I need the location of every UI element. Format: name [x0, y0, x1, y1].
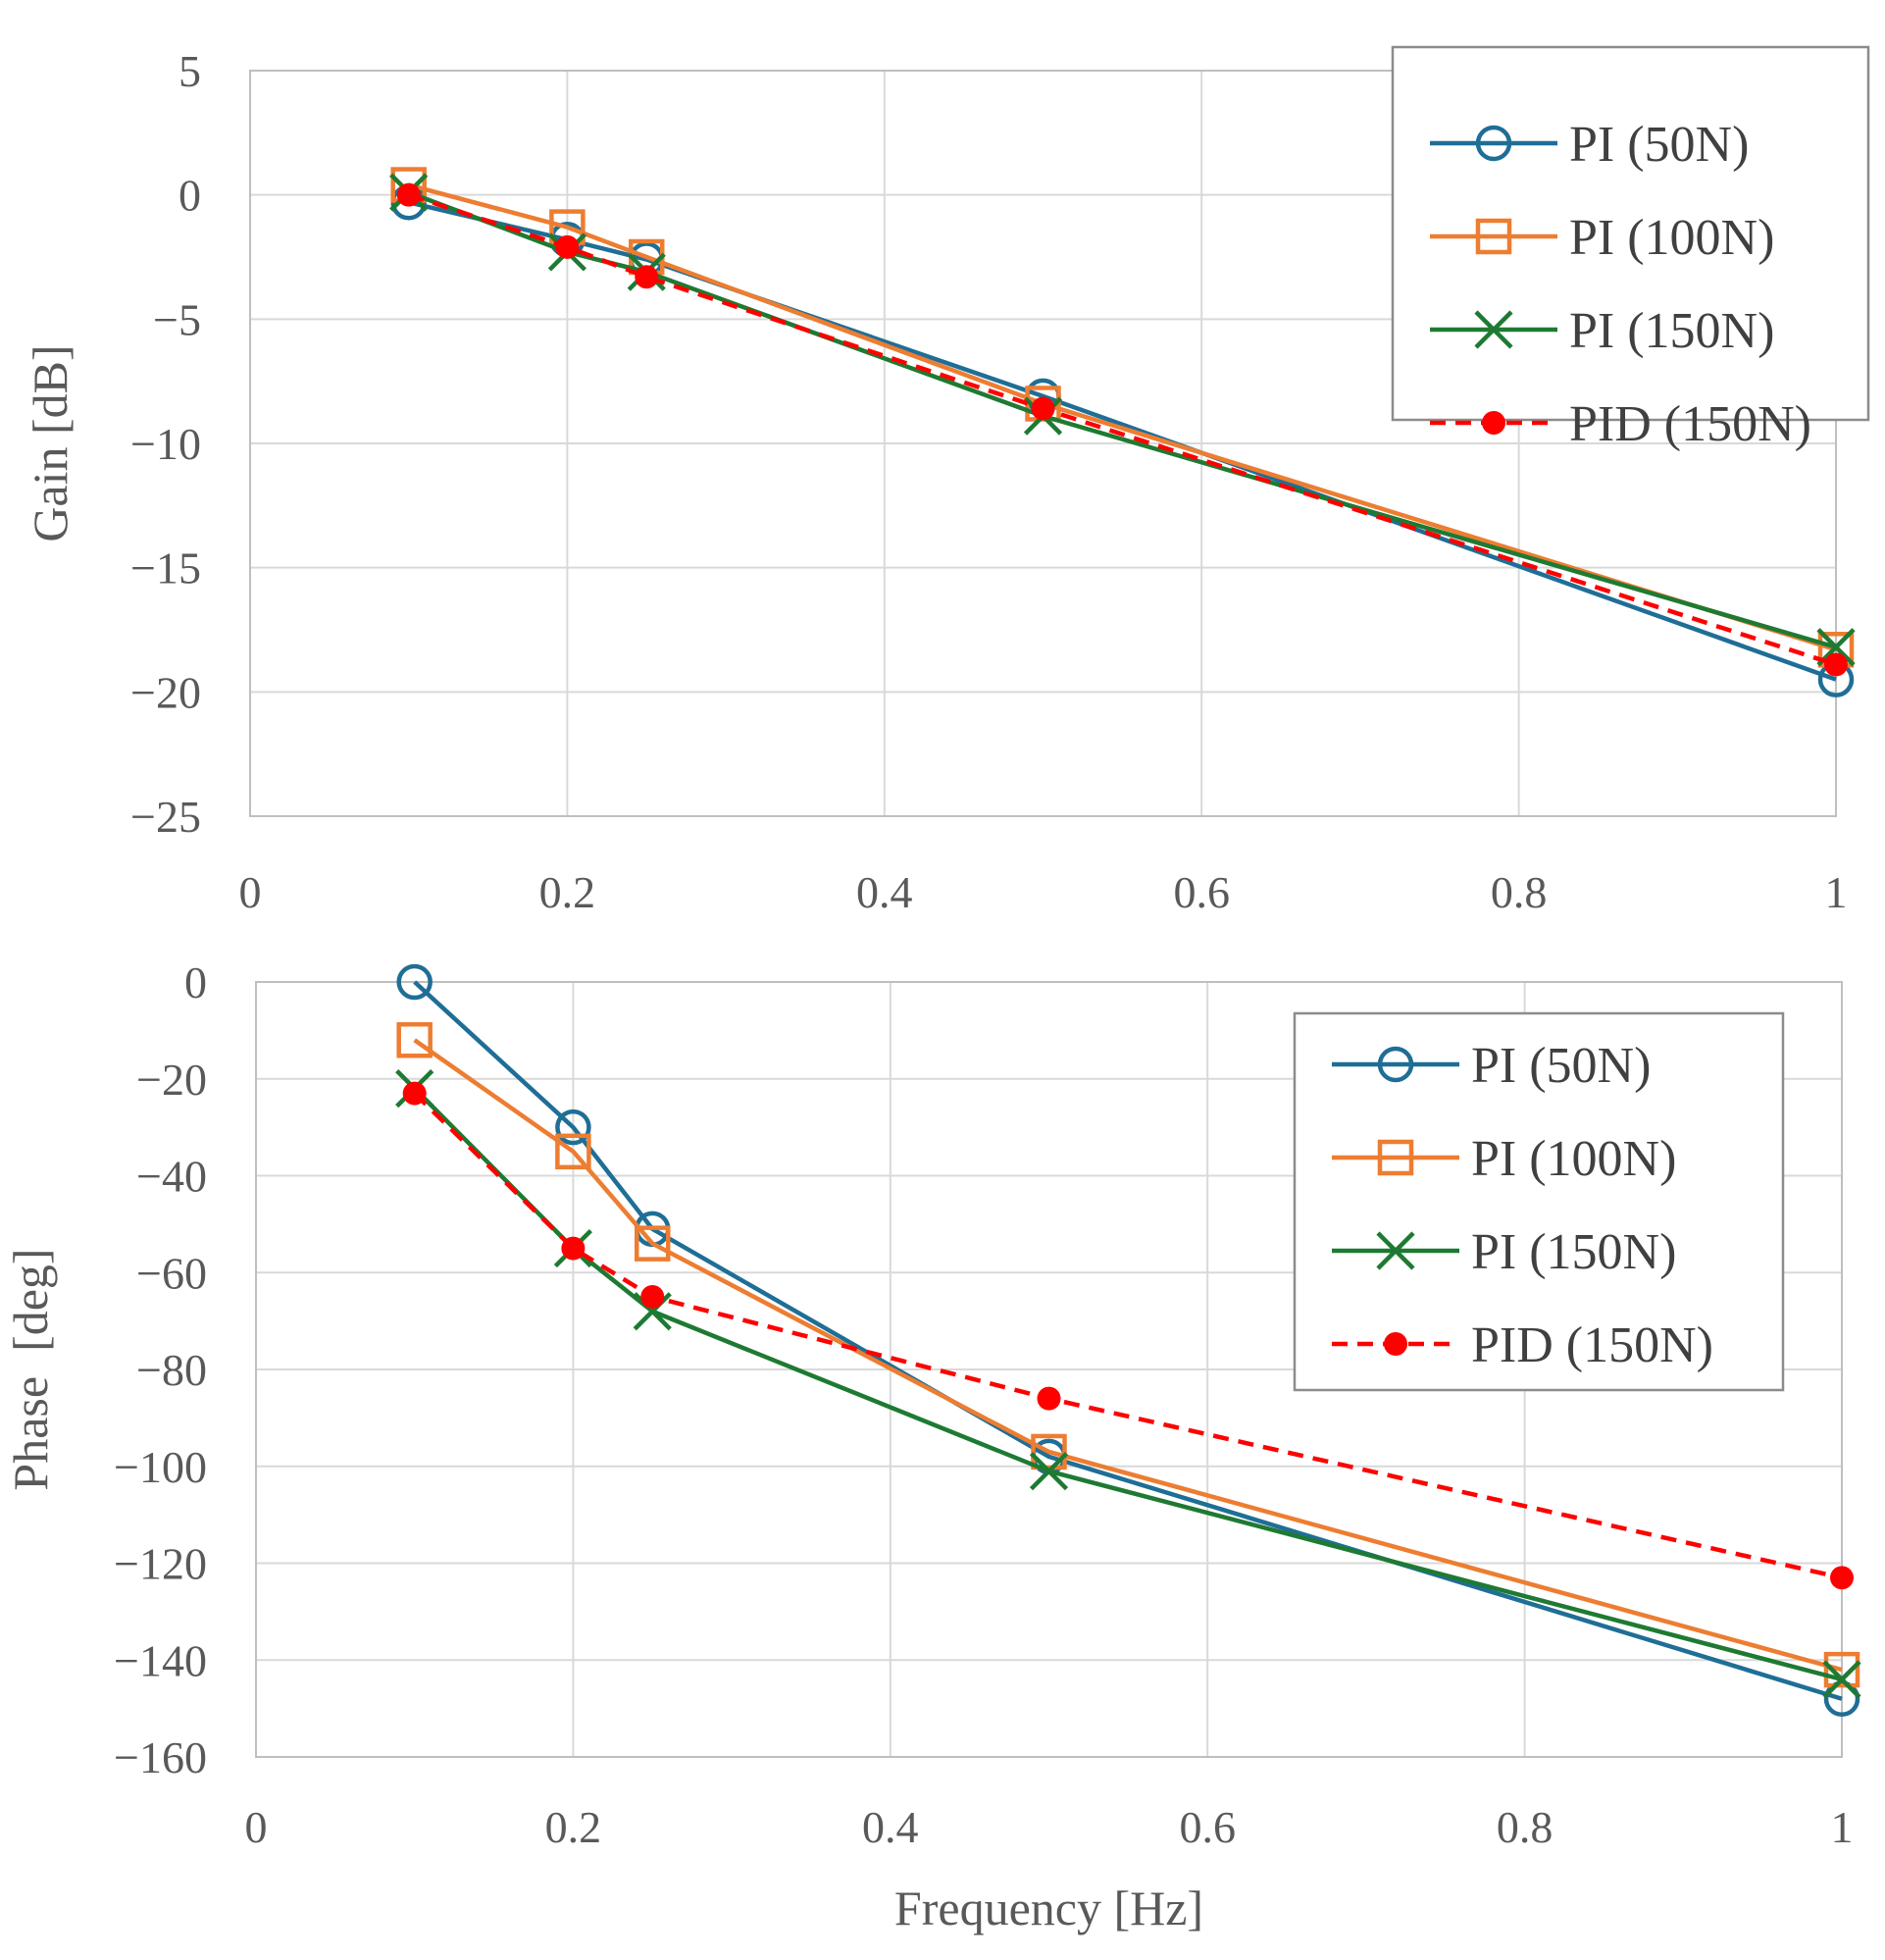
gain-series-pi-50n-line [408, 200, 1837, 682]
gain-series-pid-150n-marker [555, 234, 580, 259]
phase-series-pid-150n-marker [402, 1081, 427, 1106]
phase-xtick-label: 0.6 [1179, 1802, 1236, 1852]
gain-xtick-label: 0.6 [1173, 867, 1230, 917]
phase-legend-entry-pid-150n: PID (150N) [1332, 1317, 1713, 1373]
phase-series-pid-150n-marker [1037, 1386, 1061, 1411]
phase-ytick-label: −20 [136, 1055, 207, 1105]
gain-xtick-label: 1 [1825, 867, 1848, 917]
gain-series-pid-150n-marker [1824, 652, 1848, 677]
phase-series-pi-100n-marker [635, 1225, 671, 1262]
phase-series-pi-50n-marker [396, 963, 433, 1001]
phase-ytick-label: −80 [136, 1345, 207, 1395]
gain-ytick-label: −25 [130, 792, 201, 842]
phase-xtick-label: 1 [1831, 1802, 1854, 1852]
gain-legend-entry-pi-100n-marker [1475, 218, 1512, 255]
gain-xtick-label: 0.2 [539, 867, 596, 917]
phase-chart: 0 −20 −40 −60 −80 −100 −120 −140 −160 0 0.2 0.4 0.6 0… [3, 957, 1861, 1935]
phase-ytick-label: −60 [136, 1248, 207, 1298]
gain-xtick-label: 0 [239, 867, 262, 917]
phase-x-axis-title: Frequency [Hz] [894, 1881, 1203, 1935]
gain-series-pid-150n-line [407, 192, 1837, 667]
gain-ytick-label: −20 [130, 667, 201, 717]
phase-series-pid-150n-marker [640, 1284, 665, 1309]
phase-ytick-label: −140 [114, 1635, 207, 1685]
gain-legend-entry-pid-150n-marker [1482, 411, 1505, 435]
phase-legend-box [1293, 1011, 1785, 1392]
gain-series-pid-150n-marker [635, 265, 659, 289]
phase-legend-entry-pi-50n-marker [1377, 1046, 1414, 1083]
phase-series-pid-150n-marker [561, 1236, 586, 1261]
phase-legend-entry-pi-50n-label: PI (50N) [1471, 1038, 1651, 1094]
gain-legend-entry-pi-100n: PI (100N) [1430, 210, 1774, 266]
phase-series-pi-100n-marker [396, 1022, 433, 1058]
gain-legend-entry-pi-50n: PI (50N) [1430, 117, 1749, 173]
phase-legend-entry-pi-50n: PI (50N) [1332, 1038, 1651, 1094]
gain-ytick-label: 5 [178, 46, 201, 96]
gain-series-pid-150n-marker [396, 182, 421, 207]
gain-legend-entry-pi-50n-label: PI (50N) [1569, 117, 1749, 173]
phase-series-pid-150n [402, 1081, 1854, 1590]
phase-xtick-label: 0.8 [1497, 1802, 1554, 1852]
phase-legend-entry-pi-150n-marker [1376, 1231, 1415, 1270]
phase-series-pi-100n-marker [1031, 1433, 1067, 1470]
phase-xtick-label: 0.4 [862, 1802, 919, 1852]
gain-series-pid-150n [396, 182, 1848, 677]
phase-series-pi-100n [396, 1022, 1860, 1688]
phase-plot-frame [255, 981, 1843, 1758]
gain-plot-frame [249, 70, 1837, 817]
phase-legend-entry-pi-150n: PI (150N) [1332, 1224, 1676, 1280]
phase-legend-entry-pid-150n-marker [1384, 1332, 1407, 1356]
phase-series-pi-150n-marker [1029, 1452, 1069, 1491]
phase-ytick-label: −100 [114, 1442, 207, 1492]
phase-legend-entry-pi-150n-marker-stroke-b [1376, 1231, 1415, 1270]
gain-legend-entry-pid-150n: PID (150N) [1430, 396, 1811, 452]
gain-legend-box [1391, 45, 1870, 422]
phase-series-pi-50n-marker [1823, 1680, 1860, 1717]
gain-ytick-label: −10 [130, 419, 201, 469]
phase-legend-entry-pi-100n-label: PI (100N) [1471, 1131, 1676, 1187]
gain-ytick-label: 0 [178, 171, 201, 221]
gain-legend-entry-pi-150n: PI (150N) [1430, 303, 1774, 359]
phase-series-pi-100n-marker [555, 1133, 591, 1170]
gain-ytick-label: −5 [153, 294, 201, 344]
gain-series-pid-150n-marker [1031, 396, 1055, 421]
phase-series-pi-150n-marker [1822, 1660, 1861, 1699]
phase-xtick-label: 0.2 [545, 1802, 602, 1852]
gain-legend-entry-pi-100n-label: PI (100N) [1569, 210, 1774, 266]
gain-chart: 5 0 −5 −10 −15 −20 −25 0 0.2 0.4 0.6 0.8 1 Gain [dB] P… [23, 45, 1870, 917]
phase-series-pi-50n-marker [555, 1109, 591, 1146]
phase-legend-entry-pid-150n-label: PID (150N) [1471, 1317, 1713, 1373]
phase-legend-entry-pi-100n: PI (100N) [1332, 1131, 1676, 1187]
gain-legend-entry-pid-150n-label: PID (150N) [1569, 396, 1811, 452]
gain-legend-entry-pi-150n-marker-stroke-b [1474, 310, 1513, 349]
gain-xtick-label: 0.8 [1491, 867, 1548, 917]
phase-series-pi-150n-marker-stroke-b [1822, 1660, 1861, 1699]
phase-series-pi-150n-marker-stroke-b [1029, 1452, 1069, 1491]
phase-series-pi-150n-marker-stroke-b [633, 1292, 672, 1331]
gain-ytick-label: −15 [130, 543, 201, 593]
phase-ytick-label: 0 [184, 957, 207, 1007]
phase-ytick-label: −160 [114, 1732, 207, 1782]
phase-series-pi-100n-marker [1823, 1651, 1860, 1688]
gain-legend-entry-pi-50n-marker [1475, 125, 1512, 162]
gain-legend-entry-pi-150n-marker [1474, 310, 1513, 349]
phase-series-pi-150n-marker [633, 1292, 672, 1331]
gain-y-axis-title: Gain [dB] [23, 344, 77, 542]
phase-ytick-label: −120 [114, 1539, 207, 1589]
phase-series-pi-100n-line [413, 1038, 1843, 1673]
phase-legend-entry-pi-100n-marker [1377, 1139, 1414, 1176]
phase-legend: PI (50N) PI (100N) PI (150N) PID (150N) [1293, 1011, 1785, 1392]
phase-y-axis-title: Phase [deg] [3, 1248, 58, 1490]
phase-xtick-label: 0 [245, 1802, 268, 1852]
gain-series-pi-100n-line [408, 182, 1837, 652]
phase-series-pid-150n-marker [1830, 1566, 1854, 1590]
phase-ytick-label: −40 [136, 1152, 207, 1202]
phase-legend-entry-pi-150n-label: PI (150N) [1471, 1224, 1676, 1280]
gain-legend: PI (50N) PI (100N) PI (150N) PID (150N) [1391, 45, 1870, 452]
gain-xtick-label: 0.4 [856, 867, 913, 917]
gain-legend-entry-pi-150n-label: PI (150N) [1569, 303, 1774, 359]
